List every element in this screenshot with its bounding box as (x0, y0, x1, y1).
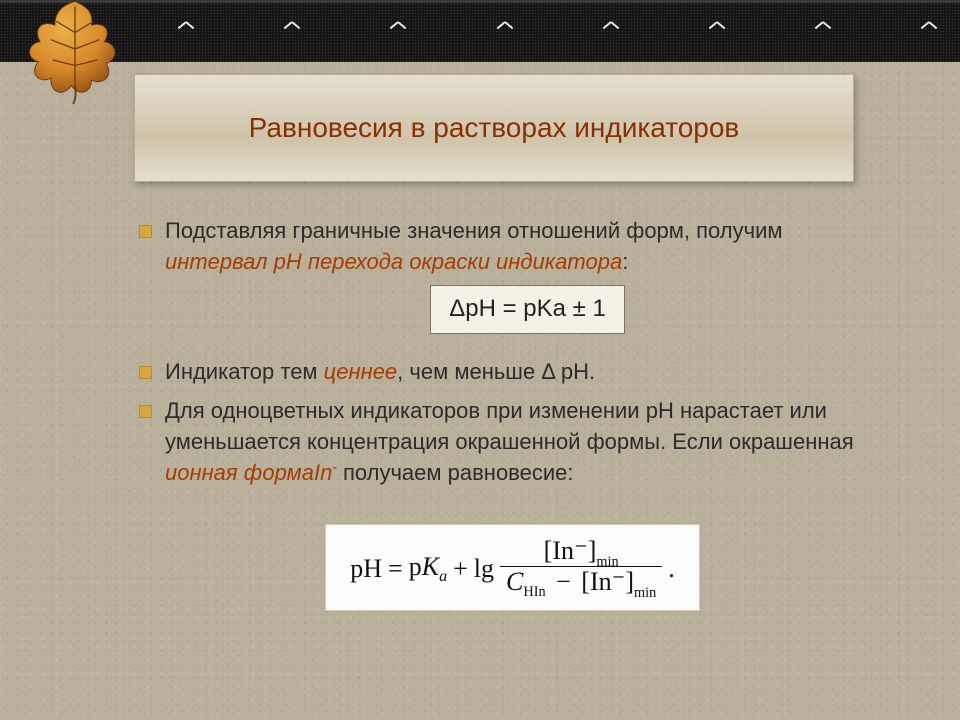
formula-row: ΔpH = pKa ± 1 (165, 277, 890, 347)
equation: pH = pKa + lg [In⁻]min CHIn − (350, 537, 674, 600)
tick (186, 21, 187, 43)
eq-lg: lg (474, 551, 494, 588)
tick (292, 21, 293, 43)
eq-plus: + (453, 551, 468, 588)
title-band: Равновесия в растворах индикаторов (134, 74, 854, 182)
equation-box: pH = pKa + lg [In⁻]min CHIn − (325, 524, 699, 611)
equation-row: pH = pKa + lg [In⁻]min CHIn − (135, 496, 890, 611)
emphasis: ионная формаIn- (165, 460, 337, 485)
text: Подставляя граничные значения отношений … (165, 218, 783, 243)
bullet-list: Подставляя граничные значения отношений … (135, 215, 890, 488)
tick (505, 21, 506, 43)
top-bar (0, 0, 960, 62)
bullet-2: Индикатор тем ценнее, чем меньше Δ pH. (135, 356, 890, 387)
tick (717, 21, 718, 43)
top-ticks (80, 21, 930, 61)
text: Для одноцветных индикаторов при изменени… (165, 398, 854, 454)
tick (398, 21, 399, 43)
eq-lhs: pH (350, 551, 382, 588)
eq-fraction: [In⁻]min CHIn − [In⁻]min (500, 537, 662, 600)
leaf-icon (20, 0, 130, 104)
emphasis: интервал pH перехода окраски индикатора (165, 249, 622, 274)
eq-period: . (668, 551, 675, 588)
content-area: Подставляя граничные значения отношений … (135, 215, 890, 611)
tick (929, 21, 930, 43)
text: , чем меньше Δ pH. (397, 359, 595, 384)
formula-box: ΔpH = pKa ± 1 (430, 285, 625, 333)
text: Индикатор тем (165, 359, 324, 384)
bullet-1: Подставляя граничные значения отношений … (135, 215, 890, 348)
bullet-3: Для одноцветных индикаторов при изменени… (135, 395, 890, 489)
eq-equals: = (388, 551, 403, 588)
text: : (622, 249, 628, 274)
text: получаем равновесие: (337, 460, 574, 485)
slide-title: Равновесия в растворах индикаторов (249, 112, 740, 144)
tick (823, 21, 824, 43)
slide: Равновесия в растворах индикаторов Подст… (0, 0, 960, 720)
eq-pKa: pKa (409, 549, 447, 589)
emphasis: ценнее (324, 359, 398, 384)
tick (611, 21, 612, 43)
